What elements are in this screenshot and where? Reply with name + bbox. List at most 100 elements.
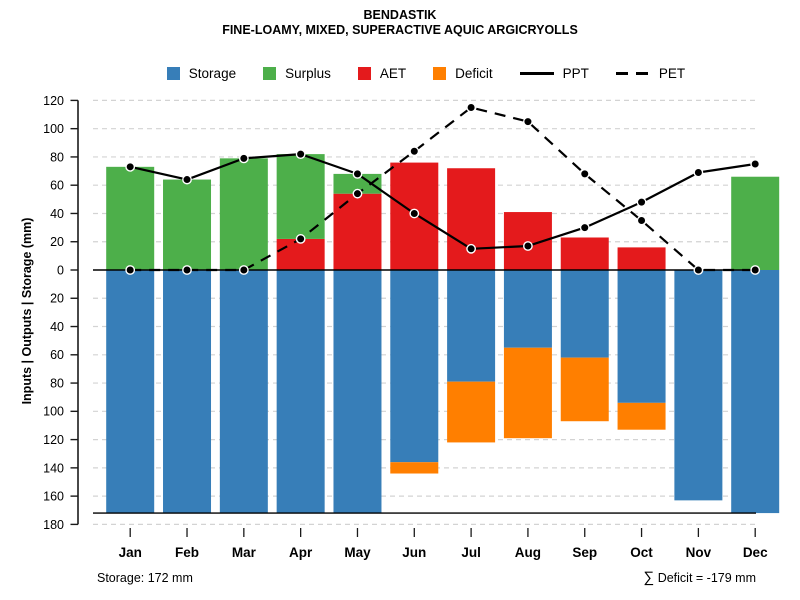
ppt-point-may (352, 168, 363, 179)
ppt-point-sep (579, 222, 590, 233)
bar-storage-oct (617, 270, 666, 403)
deficit-sum-annotation: ∑ Deficit = -179 mm (644, 569, 756, 586)
bar-storage-jun (390, 270, 439, 463)
legend-label-aet: AET (379, 66, 407, 81)
bar-storage-apr (276, 270, 325, 514)
bar-deficit-jul (447, 381, 496, 443)
x-axis: Jan Feb Mar Apr May Jun Jul Aug Sep Oct Nov Dec (119, 528, 768, 560)
bar-aet-sep (560, 237, 609, 270)
x-tick-label-may: May (344, 545, 371, 560)
pet-point-apr (295, 234, 306, 244)
ppt-point-dec (750, 159, 761, 169)
y-tick-label: 80 (50, 150, 64, 164)
x-tick-label-oct: Oct (630, 545, 653, 560)
deficit-sum-text: Deficit = -179 mm (654, 571, 756, 585)
y-tick-label: 120 (43, 433, 64, 447)
y-tick-label: 180 (43, 518, 64, 532)
pet-point-aug (523, 116, 533, 127)
y-axis-title: Inputs | Outputs | Storage (mm) (20, 217, 34, 405)
ppt-point-nov (693, 167, 704, 178)
pet-point-nov (693, 265, 704, 275)
legend-label-deficit: Deficit (455, 66, 493, 81)
pet-point-dec (750, 265, 761, 275)
pet-point-oct (636, 215, 647, 226)
y-tick-label: 40 (50, 207, 64, 221)
storage-annotation: Storage: 172 mm (97, 571, 193, 585)
y-tick-label: 20 (50, 235, 64, 249)
x-tick-label-jul: Jul (461, 545, 481, 560)
legend-swatch-storage-icon (166, 67, 180, 80)
x-tick-label-jun: Jun (402, 545, 426, 560)
pet-point-mar (238, 265, 249, 275)
y-axis: 120 100 80 60 40 20 0 20 40 60 80 100 120 140 160 180 (43, 94, 79, 532)
bar-deficit-jun (390, 462, 439, 474)
y-tick-label: 60 (50, 348, 64, 362)
bar-aet-apr (276, 238, 325, 270)
bar-storage-sep (560, 270, 609, 358)
x-tick-label-aug: Aug (515, 545, 541, 560)
bar-surplus-jan (106, 166, 155, 270)
ppt-point-aug (523, 241, 533, 251)
bar-storage-aug (503, 270, 552, 348)
y-tick-label: 0 (57, 263, 64, 277)
bar-aet-jul (447, 168, 496, 270)
legend-item-deficit: Deficit (433, 66, 493, 81)
x-tick-label-mar: Mar (232, 545, 257, 560)
ppt-point-mar (238, 153, 249, 164)
legend-swatch-aet-icon (357, 67, 371, 80)
legend-item-storage: Storage (166, 66, 237, 81)
legend-item-ppt: PPT (519, 66, 589, 81)
pet-point-feb (182, 265, 192, 275)
bar-surplus-mar (219, 158, 268, 270)
ppt-line (129, 153, 756, 250)
dash (615, 72, 628, 75)
legend-swatch-ppt-icon (519, 72, 554, 75)
pet-point-sep (579, 168, 590, 179)
ppt-point-oct (636, 197, 647, 208)
bar-surplus-feb (163, 179, 212, 270)
x-tick-label-jan: Jan (119, 545, 142, 560)
ppt-point-jul (466, 243, 477, 254)
sigma-symbol: ∑ (643, 569, 655, 586)
pet-point-may (352, 188, 363, 199)
ppt-point-jun (409, 208, 420, 219)
legend-swatch-deficit-icon (433, 67, 447, 80)
x-tick-label-feb: Feb (175, 545, 199, 560)
bar-surplus-may (333, 173, 382, 194)
bar-storage-may (333, 270, 382, 514)
chart-subtitle: FINE-LOAMY, MIXED, SUPERACTIVE AQUIC ARG… (222, 23, 578, 37)
ppt-point-apr (295, 149, 306, 160)
bar-storage-feb (163, 270, 212, 514)
legend-item-pet: PET (615, 66, 686, 81)
bar-storage-dec (731, 270, 780, 514)
y-tick-label: 160 (43, 490, 64, 504)
bars (106, 154, 780, 514)
x-tick-label-apr: Apr (289, 545, 313, 560)
y-tick-label: 100 (43, 405, 64, 419)
bar-deficit-sep (560, 357, 609, 422)
x-tick-label-sep: Sep (572, 545, 597, 560)
pet-point-jul (466, 102, 477, 113)
legend-label-pet: PET (658, 66, 686, 81)
pet-point-jun (409, 146, 420, 157)
y-tick-label: 20 (50, 292, 64, 306)
bar-surplus-dec (731, 176, 780, 270)
ppt-point-jan (125, 161, 136, 172)
ppt-point-feb (182, 174, 192, 185)
pet-point-jan (125, 265, 136, 275)
bar-deficit-oct (617, 402, 666, 430)
legend-label-ppt: PPT (562, 66, 589, 81)
legend-label-storage: Storage (188, 66, 237, 81)
legend-item-surplus: Surplus (263, 66, 331, 81)
bar-storage-jul (447, 270, 496, 382)
dash (635, 72, 648, 75)
bar-aet-oct (617, 247, 666, 270)
legend-label-surplus: Surplus (285, 66, 331, 81)
legend-swatch-pet-icon (615, 72, 650, 75)
y-tick-label: 60 (50, 179, 64, 193)
bar-aet-may (333, 193, 382, 270)
y-tick-label: 40 (50, 320, 64, 334)
pet-line (130, 106, 756, 272)
bar-storage-jan (106, 270, 155, 514)
